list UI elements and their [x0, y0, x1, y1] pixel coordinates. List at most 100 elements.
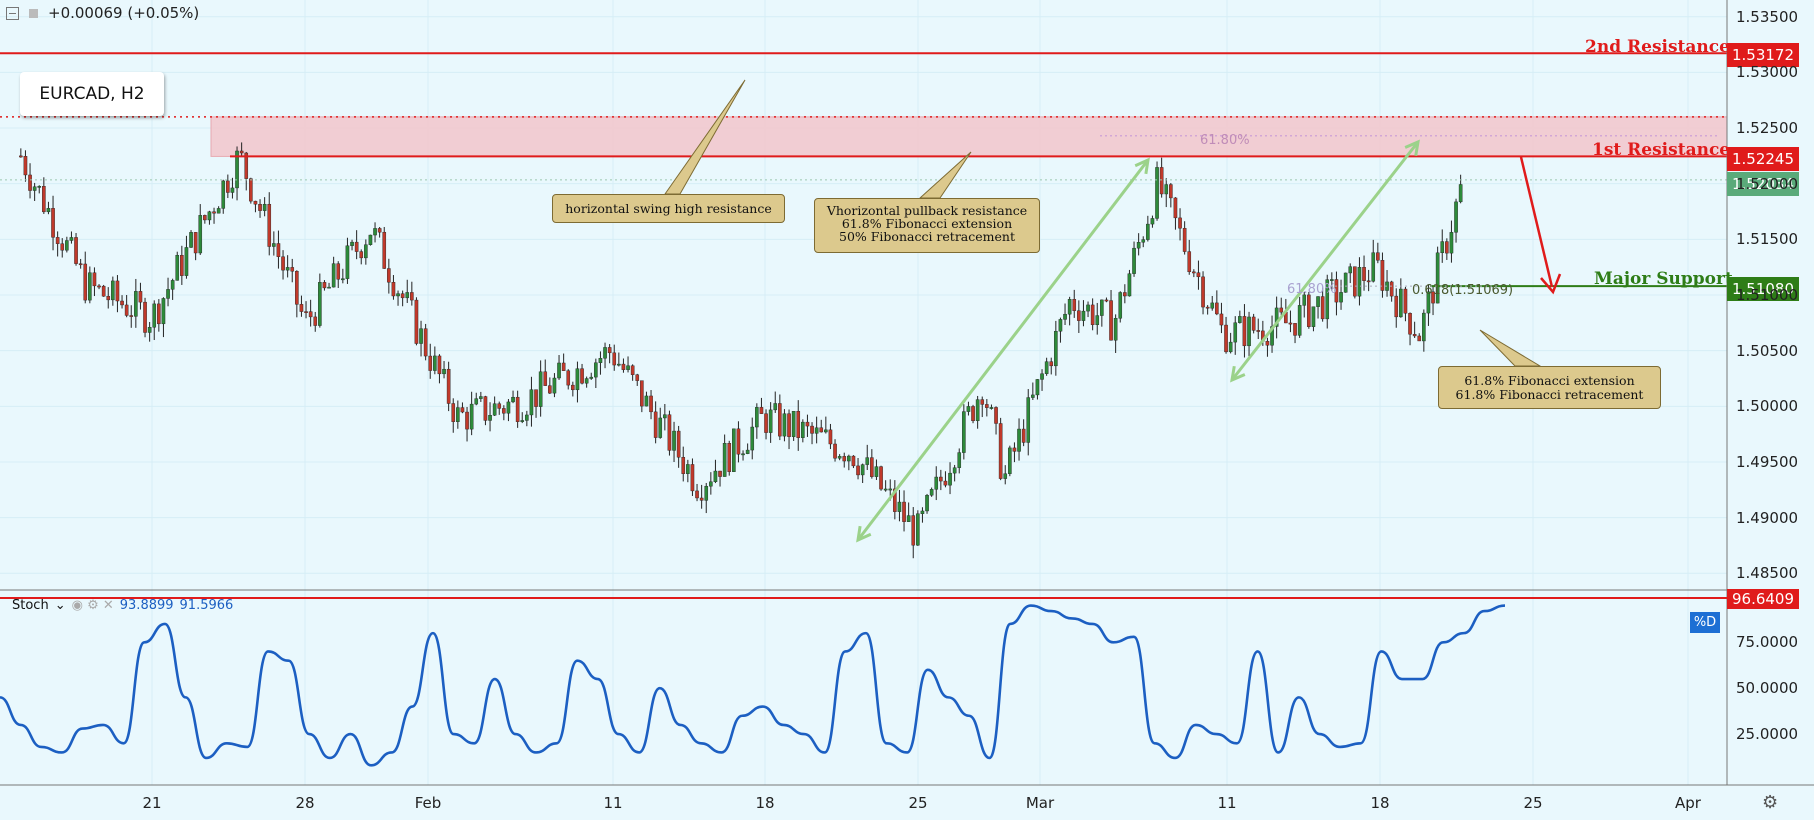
candle-body: [617, 363, 621, 366]
candle-body: [1256, 330, 1261, 332]
candle-body: [276, 243, 281, 257]
candle-body: [1008, 447, 1012, 474]
candle-body: [115, 280, 120, 302]
x-tick-label: 21: [142, 794, 162, 812]
candle-body: [1251, 316, 1256, 331]
candle-body: [1302, 294, 1307, 306]
candle-body: [580, 368, 584, 384]
y-tick-label: 1.50000: [1736, 397, 1799, 416]
candle-body: [1412, 334, 1417, 337]
candle-body: [534, 389, 538, 407]
chevron-down-icon[interactable]: ⌄: [54, 598, 66, 613]
candle-body: [975, 399, 980, 422]
down-arrow-head: [1540, 273, 1562, 295]
candle-body: [350, 241, 354, 246]
candle-body: [906, 515, 911, 522]
candle-body: [971, 406, 975, 422]
candle-body: [423, 328, 428, 357]
candle-body: [520, 420, 525, 422]
candle-body: [1445, 241, 1449, 254]
candle-body: [902, 501, 906, 522]
candle-body: [460, 407, 465, 413]
candle-body: [722, 443, 727, 477]
candle-body: [980, 399, 985, 405]
y-tick-label: 1.49500: [1736, 452, 1799, 471]
candle-body: [529, 389, 534, 416]
collapse-icon[interactable]: [6, 6, 19, 20]
candle-body: [1113, 318, 1118, 341]
candle-body: [653, 411, 658, 438]
candle-body: [957, 452, 962, 468]
gear-icon[interactable]: ⚙: [1762, 792, 1779, 813]
candle-body: [410, 292, 414, 301]
candle-body: [1090, 304, 1095, 326]
candle-body: [180, 255, 184, 276]
candle-body: [515, 396, 520, 422]
candle-body: [1003, 473, 1008, 479]
candle-body: [920, 510, 925, 514]
candle-body: [74, 237, 78, 264]
candle-body: [989, 407, 994, 409]
candle-body: [1440, 241, 1445, 254]
candle-body: [1159, 167, 1164, 195]
candle-body: [405, 292, 410, 299]
settings-icons[interactable]: ◉ ⚙ ✕: [71, 598, 114, 613]
candle-body: [1417, 335, 1422, 342]
candle-body: [497, 403, 502, 409]
candle-body: [966, 406, 971, 412]
y-tick-label: 1.52000: [1736, 174, 1799, 193]
candle-body: [400, 293, 405, 299]
candle-body: [147, 327, 152, 333]
y-tick-label: 1.49000: [1736, 508, 1799, 527]
candle-body: [129, 315, 134, 317]
price-change: +0.00069 (+0.05%): [48, 4, 200, 22]
candle-body: [1040, 373, 1044, 380]
candle-body: [97, 285, 101, 288]
x-tick-label: 18: [1370, 794, 1390, 812]
x-tick-label: 18: [755, 794, 775, 812]
candle-body: [175, 255, 180, 281]
candle-body: [644, 395, 649, 407]
candle-body: [331, 263, 336, 288]
candle-body: [396, 293, 400, 297]
series-square-icon: [29, 8, 38, 18]
stoch-d-value: 91.5966: [179, 598, 234, 613]
candle-body: [994, 407, 998, 424]
candle-body: [805, 421, 810, 427]
candle-body: [658, 417, 663, 438]
symbol-label[interactable]: EURCAD, H2: [20, 72, 164, 116]
candle-body: [387, 268, 391, 283]
candle-body: [897, 501, 902, 512]
stoch-name[interactable]: Stoch: [12, 598, 49, 613]
candle-body: [704, 485, 709, 501]
candle-body: [626, 365, 630, 370]
candle-body: [791, 411, 796, 437]
candle-body: [1127, 273, 1132, 297]
candle-body: [640, 380, 644, 407]
note-pullback-resistance: Vhorizontal pullback resistance 61.8% Fi…: [814, 198, 1040, 253]
candle-body: [1228, 341, 1233, 353]
candle-body: [1132, 247, 1136, 274]
candle-body: [727, 443, 732, 472]
candle-body: [1104, 299, 1109, 302]
candle-body: [649, 395, 653, 413]
candle-body: [1141, 239, 1146, 243]
candle-body: [65, 240, 69, 251]
candle-body: [235, 150, 239, 189]
candle-body: [842, 456, 847, 462]
candle-body: [1192, 271, 1196, 274]
candle-body: [603, 347, 607, 359]
y-tick-label: 1.53500: [1736, 7, 1799, 26]
candle-body: [451, 403, 456, 422]
candle-body: [249, 178, 253, 202]
candle-body: [847, 455, 851, 462]
x-tick-label: Mar: [1025, 794, 1055, 812]
candle-body: [327, 286, 331, 289]
candle-body: [736, 428, 741, 455]
candle-body: [152, 303, 157, 328]
candle-body: [272, 243, 276, 247]
candle-body: [621, 363, 626, 370]
candle-body: [672, 430, 676, 451]
candle-body: [778, 403, 782, 437]
